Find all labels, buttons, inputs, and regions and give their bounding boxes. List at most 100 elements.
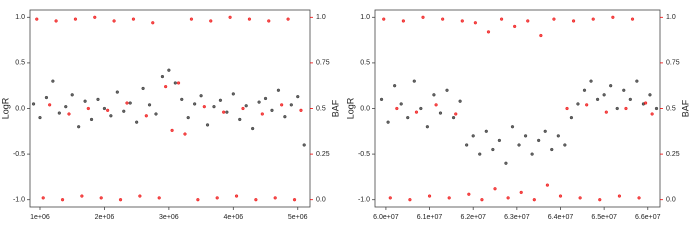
data-point (260, 112, 264, 116)
data-point (280, 103, 284, 107)
data-point (622, 88, 626, 92)
data-point (225, 110, 229, 114)
x-tick-label: 4e+06 (223, 214, 243, 221)
data-point (222, 110, 226, 114)
data-point (556, 134, 560, 138)
data-point (471, 134, 475, 138)
x-tick-label: 3e+06 (159, 214, 179, 221)
data-point (532, 198, 536, 202)
data-point (189, 17, 194, 21)
data-point (80, 194, 84, 198)
data-point (427, 194, 432, 198)
data-point (102, 106, 107, 111)
data-point (115, 90, 119, 94)
data-point (263, 96, 268, 101)
data-point (569, 116, 574, 120)
data-point (212, 105, 216, 109)
data-point (650, 112, 654, 116)
data-point (408, 198, 412, 202)
data-point (432, 93, 436, 97)
data-point (451, 116, 456, 120)
data-point (598, 198, 602, 202)
data-point (637, 196, 641, 200)
data-point (609, 84, 613, 88)
data-point (170, 128, 174, 132)
x-tick-label: 2e+06 (95, 214, 115, 221)
y-tick-label: 0.0 (360, 105, 370, 112)
data-point (31, 102, 36, 106)
data-point (112, 19, 116, 23)
data-point (478, 152, 482, 156)
data-point (493, 187, 497, 191)
data-point (530, 152, 534, 156)
data-point (545, 183, 549, 187)
data-point (447, 196, 451, 200)
data-point (57, 111, 61, 115)
data-point (386, 120, 390, 124)
data-point (60, 198, 65, 202)
data-point (238, 117, 242, 122)
chart: -1.0 -0.5 0.0 0.5 1.0 0.0 0.25 0.5 0.75 1.0 1e+06 2… (0, 9, 690, 221)
data-point (122, 109, 126, 113)
y-tick-label: 1.0 (360, 14, 370, 21)
data-point (151, 21, 155, 25)
data-point (186, 116, 190, 120)
data-point (35, 17, 39, 21)
y2-axis-label: BAF (330, 99, 340, 117)
data-point (571, 19, 576, 23)
data-point (296, 95, 300, 99)
data-point (44, 95, 49, 100)
data-point (523, 134, 528, 138)
data-point (563, 143, 567, 147)
plot-frame (29, 9, 311, 208)
data-point (615, 106, 619, 111)
data-point (414, 110, 419, 114)
data-point (434, 103, 438, 107)
data-point (585, 103, 589, 107)
data-point (445, 88, 449, 92)
data-point (441, 17, 445, 21)
data-point (648, 93, 652, 97)
y-axis-label: LogR (0, 97, 10, 119)
data-point (157, 196, 161, 200)
y-tick-label: 0.0 (15, 105, 25, 112)
data-point (406, 116, 410, 120)
data-point (292, 198, 297, 202)
x-tick-label: 6.1e+07 (417, 214, 443, 221)
x-tick-label: 1e+06 (30, 214, 50, 221)
data-point (51, 79, 55, 83)
data-point (144, 114, 148, 118)
data-point (419, 106, 423, 111)
data-point (517, 143, 521, 147)
data-point (382, 17, 386, 21)
data-point (654, 106, 659, 111)
data-point (109, 114, 113, 118)
data-point (276, 88, 281, 92)
data-point (96, 97, 100, 101)
data-point (558, 194, 563, 198)
data-point (131, 17, 136, 21)
data-point (552, 17, 556, 21)
data-point (582, 88, 587, 92)
data-point (510, 125, 515, 129)
y2-tick-label: 0.5 (666, 105, 676, 112)
data-point (234, 194, 239, 198)
data-point (543, 129, 547, 133)
data-point (73, 17, 78, 21)
x-tick-label: 6.3e+07 (504, 214, 530, 221)
data-point (164, 85, 168, 89)
x-tick-label: 6.4e+07 (548, 214, 574, 221)
data-point (193, 102, 197, 106)
data-point (467, 192, 471, 196)
data-point (491, 147, 495, 152)
data-point (273, 196, 277, 200)
data-point (135, 120, 139, 124)
data-point (628, 97, 632, 101)
data-point (421, 15, 425, 19)
y-tick-label: 0.5 (360, 60, 370, 67)
data-point (141, 86, 145, 91)
data-point (473, 21, 477, 25)
data-point (513, 24, 517, 29)
data-point (643, 101, 648, 105)
data-point (526, 19, 530, 23)
